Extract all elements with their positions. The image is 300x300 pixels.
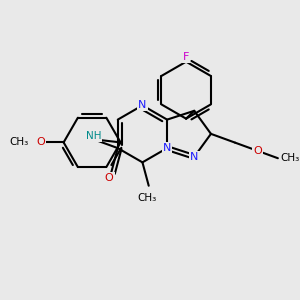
Text: O: O — [105, 172, 114, 183]
Text: CH₃: CH₃ — [137, 193, 156, 203]
Text: NH: NH — [85, 131, 101, 141]
Text: N: N — [138, 100, 147, 110]
Text: O: O — [254, 146, 262, 156]
Text: CH₃: CH₃ — [281, 153, 300, 163]
Text: F: F — [183, 52, 189, 62]
Text: CH₃: CH₃ — [10, 137, 29, 147]
Text: O: O — [36, 137, 45, 147]
Text: N: N — [190, 152, 198, 162]
Text: N: N — [163, 143, 171, 153]
